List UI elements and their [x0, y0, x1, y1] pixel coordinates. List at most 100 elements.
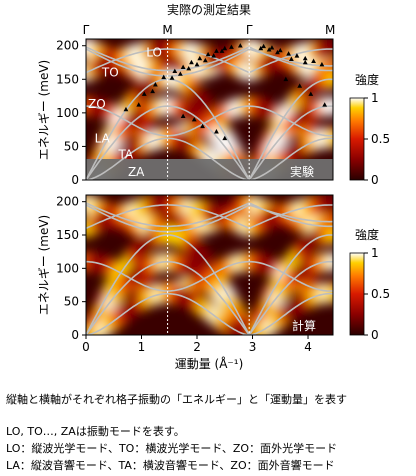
dispersion-curve-la [86, 234, 333, 335]
calculation-colorbar-ticks: 00.51 [364, 246, 390, 342]
mode-label-to: TO [101, 66, 119, 80]
dispersion-curve-lo [86, 204, 333, 233]
experiment-measured-points [123, 43, 328, 141]
calculation-colorbar-title: 強度 [355, 227, 379, 242]
caption-line-3: LA：縦波音響モード、TA：横波音響モード、ZO：面外音響モード [6, 459, 335, 472]
measured-point [302, 55, 308, 61]
experiment-y-axis-label: エネルギー (meV) [37, 60, 51, 160]
experiment-colorbar: 強度 00.51 [349, 72, 390, 187]
y-tick-label: 150 [56, 72, 79, 86]
measured-point [186, 65, 192, 71]
measured-point [205, 51, 211, 57]
measured-point [288, 56, 294, 61]
experiment-y-ticks: 0 50 100 150 200 [56, 39, 86, 187]
calculation-panel: 計算 0 50 100 150 200 0 1 2 3 4 エネルギー (meV) 運動量 (Å… [37, 194, 334, 371]
caption-line-2: LO：縦波光学モード、TO：横波光学モード、ZO：面外光学モード [6, 442, 338, 455]
measured-point [286, 51, 291, 56]
calculation-colorbar: 強度 00.51 [349, 227, 390, 342]
measured-point [258, 45, 264, 51]
figure-title: 実際の測定結果 [167, 2, 251, 17]
caption-main: 縦軸と横軸がそれぞれ格子振動の「エネルギー」と「運動量」を表す [6, 393, 347, 406]
experiment-panel: LO TO ZO LA TA ZA 実験 0 50 100 150 200 エネルギー (meV) [37, 38, 334, 187]
x-tick-label: 1 [138, 340, 146, 354]
x-tick-label: 0 [82, 340, 90, 354]
measured-point [189, 59, 194, 65]
symmetry-point-label: M [325, 23, 335, 37]
experiment-colorbar-ticks: 00.51 [364, 91, 390, 187]
y-tick-label: 50 [64, 295, 79, 309]
measured-point [180, 64, 186, 69]
measured-point [180, 113, 186, 119]
mode-label-za: ZA [128, 165, 145, 179]
caption-line-1: LO, TO…, ZAは振動モードを表す。 [6, 425, 185, 438]
measured-point [319, 61, 325, 67]
measured-point [322, 102, 328, 107]
measured-point [229, 44, 234, 49]
measured-point [150, 88, 156, 94]
measured-point [222, 135, 228, 141]
measured-point [194, 61, 200, 67]
calculation-dispersion-curves [86, 202, 333, 335]
measured-point [302, 59, 308, 65]
dispersion-curve-za [86, 292, 333, 335]
measured-point [275, 49, 280, 55]
x-tick-label: 2 [193, 340, 201, 354]
experiment-symmetry-lines [167, 39, 250, 180]
calculation-panel-label: 計算 [292, 318, 316, 333]
measured-point [202, 57, 208, 63]
colorbar-tick-label: 1 [371, 246, 379, 260]
y-tick-label: 50 [64, 139, 79, 153]
y-tick-label: 100 [56, 106, 79, 120]
mode-label-lo: LO [146, 45, 162, 59]
measured-point [269, 45, 275, 50]
dispersion-curve-to2 [86, 48, 333, 74]
y-tick-label: 100 [56, 261, 79, 275]
measured-point [283, 76, 289, 82]
experiment-dispersion-curves [86, 46, 333, 180]
measured-point [311, 58, 316, 63]
mode-label-zo: ZO [88, 97, 106, 111]
experiment-colorbar-title: 強度 [355, 72, 379, 87]
y-tick-label: 0 [71, 173, 79, 187]
calculation-symmetry-lines [167, 195, 250, 335]
measured-point [141, 91, 147, 96]
measured-point [211, 53, 217, 58]
calculation-y-axis-label: エネルギー (meV) [37, 215, 51, 315]
experiment-masked-band [86, 159, 333, 180]
dispersion-curve-zo [86, 260, 333, 292]
measured-point [136, 102, 142, 107]
measured-point [277, 47, 283, 53]
y-tick-label: 200 [56, 195, 79, 209]
measured-point [222, 45, 228, 51]
measured-point [219, 48, 225, 53]
measured-point [161, 74, 167, 80]
x-axis-label: 運動量 (Å⁻¹) [175, 356, 244, 371]
measured-point [308, 91, 314, 96]
measured-point [152, 82, 158, 87]
measured-point [214, 48, 219, 53]
calculation-y-ticks: 0 50 100 150 200 [56, 195, 86, 342]
colorbar-tick-label: 0.5 [371, 287, 390, 301]
measured-point [261, 43, 267, 49]
symmetry-point-label: M [162, 23, 172, 37]
measured-point [177, 71, 183, 76]
dispersion-curve-lo [86, 48, 333, 77]
measured-point [191, 116, 197, 122]
y-tick-label: 0 [71, 328, 79, 342]
y-tick-label: 150 [56, 228, 79, 242]
dispersion-curve-to [86, 202, 333, 228]
dispersion-curve-to2 [86, 204, 333, 230]
symmetry-point-label: Γ [246, 23, 253, 37]
experiment-panel-label: 実験 [290, 164, 314, 179]
dispersion-curve-to [86, 46, 333, 72]
colorbar-tick-label: 0.5 [371, 132, 390, 146]
dispersion-curve-ta [86, 260, 333, 335]
mode-label-la: LA [95, 131, 111, 145]
dispersion-curve-ta [86, 105, 333, 180]
measured-point [297, 83, 303, 88]
mode-label-ta: TA [118, 147, 134, 161]
calculation-x-ticks: 0 1 2 3 4 [82, 335, 312, 354]
colorbar-tick-label: 1 [371, 91, 379, 105]
